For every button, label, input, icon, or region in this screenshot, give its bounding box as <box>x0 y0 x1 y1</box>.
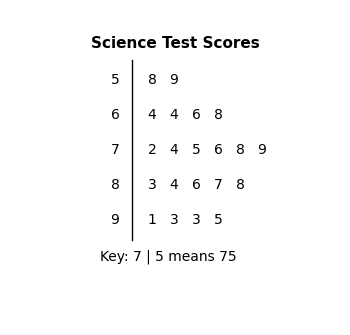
Text: 3: 3 <box>148 178 156 192</box>
Text: 4: 4 <box>170 143 178 157</box>
Text: 6: 6 <box>191 178 201 192</box>
Text: 6: 6 <box>191 108 201 122</box>
Text: 6: 6 <box>214 143 223 157</box>
Text: 8: 8 <box>236 143 244 157</box>
Text: 5: 5 <box>111 73 119 87</box>
Text: 7: 7 <box>214 178 222 192</box>
Text: 9: 9 <box>258 143 266 157</box>
Text: 9: 9 <box>111 213 119 227</box>
Text: 1: 1 <box>148 213 156 227</box>
Text: Key: 7 | 5 means 75: Key: 7 | 5 means 75 <box>100 250 237 264</box>
Text: 6: 6 <box>111 108 119 122</box>
Text: 8: 8 <box>214 108 223 122</box>
Text: 8: 8 <box>236 178 244 192</box>
Text: 4: 4 <box>170 178 178 192</box>
Text: 7: 7 <box>111 143 119 157</box>
Text: 3: 3 <box>170 213 178 227</box>
Text: 3: 3 <box>192 213 200 227</box>
Text: 4: 4 <box>148 108 156 122</box>
Text: 5: 5 <box>192 143 200 157</box>
Text: 9: 9 <box>169 73 178 87</box>
Text: 2: 2 <box>148 143 156 157</box>
Text: 8: 8 <box>111 178 119 192</box>
Text: Science Test Scores: Science Test Scores <box>91 36 259 51</box>
Text: 5: 5 <box>214 213 222 227</box>
Text: 8: 8 <box>148 73 156 87</box>
Text: 4: 4 <box>170 108 178 122</box>
